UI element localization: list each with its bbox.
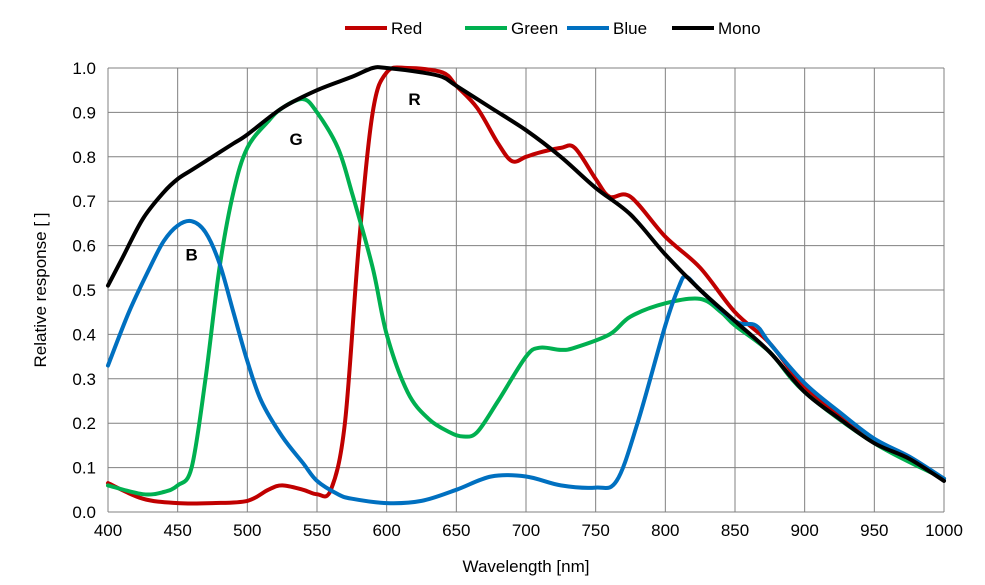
y-tick-label: 0.9 <box>72 103 96 122</box>
legend-label: Blue <box>613 19 647 38</box>
x-tick-label: 400 <box>94 521 122 540</box>
y-tick-label: 0.6 <box>72 237 96 256</box>
series-lines <box>106 65 946 506</box>
curve-label-g: G <box>289 130 302 149</box>
y-axis-label: Relative response [ ] <box>31 213 50 368</box>
series-line-green <box>106 97 946 497</box>
x-tick-label: 950 <box>860 521 888 540</box>
legend-label: Green <box>511 19 558 38</box>
y-tick-label: 0.5 <box>72 281 96 300</box>
x-tick-label: 850 <box>721 521 749 540</box>
legend-label: Mono <box>718 19 761 38</box>
y-tick-label: 0.2 <box>72 414 96 433</box>
legend-item-mono: Mono <box>672 19 761 38</box>
x-tick-label: 750 <box>581 521 609 540</box>
x-tick-label: 650 <box>442 521 470 540</box>
x-tick-label: 800 <box>651 521 679 540</box>
curve-label-b: B <box>185 245 197 264</box>
series-line-mono <box>106 65 946 483</box>
x-axis-label: Wavelength [nm] <box>463 557 590 576</box>
x-tick-label: 450 <box>163 521 191 540</box>
legend-label: Red <box>391 19 422 38</box>
legend-item-blue: Blue <box>567 19 647 38</box>
curve-label-r: R <box>408 90 420 109</box>
tick-labels: 400 450 500 550 600 650 700 750 800 850 900 950 1000… <box>72 59 963 540</box>
x-tick-label: 500 <box>233 521 261 540</box>
x-tick-label: 700 <box>512 521 540 540</box>
legend-item-red: Red <box>345 19 422 38</box>
x-tick-label: 600 <box>372 521 400 540</box>
y-tick-label: 0.8 <box>72 148 96 167</box>
legend-item-green: Green <box>465 19 558 38</box>
x-tick-label: 900 <box>790 521 818 540</box>
y-tick-label: 0.0 <box>72 503 96 522</box>
series-line-blue <box>106 218 946 506</box>
y-tick-label: 0.1 <box>72 459 96 478</box>
y-tick-label: 0.4 <box>72 325 96 344</box>
y-tick-label: 0.7 <box>72 192 96 211</box>
grid <box>107 67 945 513</box>
series-line-red <box>106 65 946 506</box>
legend: Red Green Blue Mono <box>345 19 761 38</box>
x-tick-label: 550 <box>303 521 331 540</box>
y-tick-label: 0.3 <box>72 370 96 389</box>
annotations: R G B <box>185 90 420 264</box>
x-tick-label: 1000 <box>925 521 963 540</box>
y-tick-label: 1.0 <box>72 59 96 78</box>
